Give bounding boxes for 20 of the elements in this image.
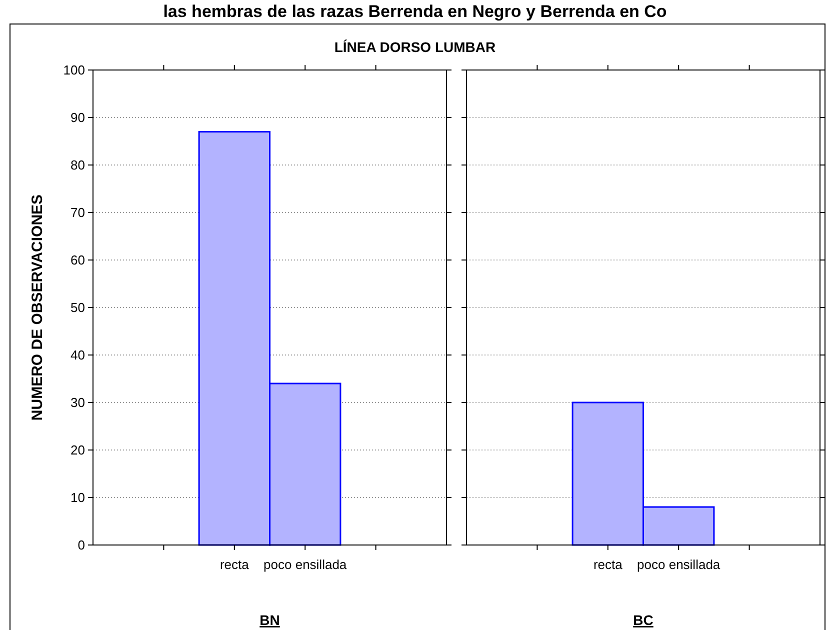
- x-axis-title: BN: [260, 612, 280, 628]
- x-axis-title: BC: [633, 612, 654, 628]
- y-tick-label: 90: [70, 110, 85, 126]
- y-tick-label: 70: [70, 205, 85, 220]
- y-tick-label: 60: [70, 252, 85, 268]
- y-axis-title: NUMERO DE OBSERVACIONES: [29, 194, 46, 421]
- y-tick-label: 0: [78, 538, 85, 553]
- y-tick-label: 10: [70, 490, 85, 506]
- x-tick-label: recta: [220, 557, 250, 572]
- x-tick-label: recta: [593, 557, 624, 572]
- x-tick-label: poco ensillada: [637, 557, 721, 572]
- chart-title: las hembras de las razas Berrenda en Negro y Berrenda en Co: [163, 2, 667, 21]
- y-tick-label: 100: [63, 62, 85, 78]
- y-tick-label: 80: [70, 158, 85, 173]
- chart-subtitle: LÍNEA DORSO LUMBAR: [334, 39, 496, 55]
- y-tick-label: 30: [70, 395, 85, 410]
- x-tick-label: poco ensillada: [264, 557, 348, 572]
- y-tick-label: 20: [70, 442, 85, 458]
- y-tick-label: 50: [70, 300, 85, 316]
- y-tick-label: 40: [70, 348, 85, 363]
